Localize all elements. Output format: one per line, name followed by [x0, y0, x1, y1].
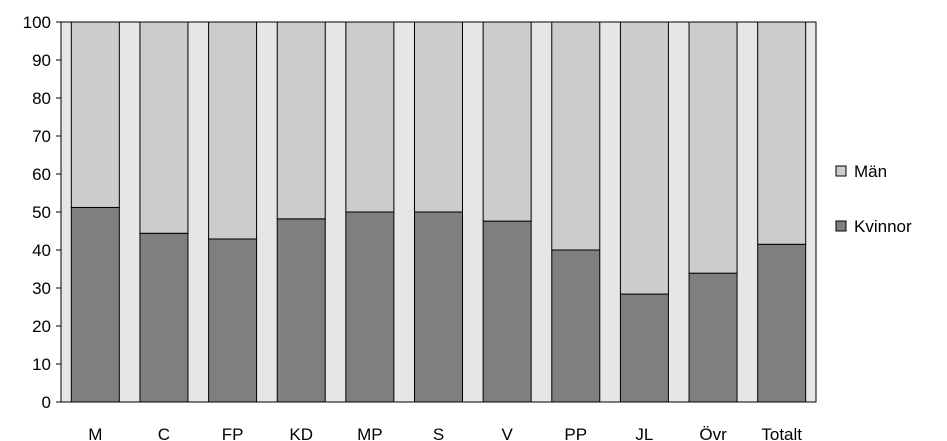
- y-tick-label: 10: [32, 355, 51, 374]
- bar-kvinnor-fp: [208, 238, 258, 403]
- legend-swatch-män: [835, 165, 847, 177]
- bar-kvinnor-jl: [619, 293, 669, 403]
- x-tick-label: S: [433, 425, 444, 441]
- legend-label-kvinnor: Kvinnor: [854, 217, 912, 236]
- x-tick-label: Totalt: [761, 425, 802, 441]
- x-tick-label: Övr: [699, 425, 727, 441]
- y-tick-label: 40: [32, 241, 51, 260]
- x-tick-label: M: [88, 425, 102, 441]
- x-tick-label: PP: [564, 425, 587, 441]
- bar-män-övr: [688, 21, 738, 274]
- legend-label-män: Män: [854, 162, 887, 181]
- y-tick-label: 30: [32, 279, 51, 298]
- bar-kvinnor-pp: [551, 249, 601, 403]
- bar-män-mp: [345, 21, 395, 213]
- y-tick-label: 60: [32, 165, 51, 184]
- bar-män-kd: [276, 21, 326, 220]
- x-tick-label: FP: [222, 425, 244, 441]
- y-tick-label: 80: [32, 89, 51, 108]
- bar-män-jl: [619, 21, 669, 295]
- y-tick-label: 50: [32, 203, 51, 222]
- x-tick-label: JL: [635, 425, 653, 441]
- bar-män-pp: [551, 21, 601, 251]
- bar-kvinnor-mp: [345, 211, 395, 403]
- bar-kvinnor-s: [414, 211, 463, 403]
- bar-kvinnor-v: [482, 220, 532, 403]
- bar-män-v: [482, 21, 532, 222]
- bar-kvinnor-totalt: [757, 243, 807, 403]
- bar-män-s: [414, 21, 463, 213]
- legend-swatch-kvinnor: [835, 220, 847, 232]
- y-tick-label: 20: [32, 317, 51, 336]
- bar-kvinnor-övr: [688, 272, 738, 403]
- bar-män-fp: [208, 21, 258, 240]
- x-tick-label: MP: [357, 425, 383, 441]
- bar-kvinnor-c: [139, 232, 189, 403]
- bar-män-c: [139, 21, 189, 234]
- bar-män-totalt: [757, 21, 807, 245]
- x-tick-label: V: [501, 425, 513, 441]
- bar-kvinnor-kd: [276, 218, 326, 403]
- y-tick-label: 70: [32, 127, 51, 146]
- bar-kvinnor-m: [70, 206, 120, 403]
- x-tick-label: KD: [289, 425, 313, 441]
- y-tick-label: 100: [23, 13, 51, 32]
- y-tick-label: 0: [42, 393, 51, 412]
- bar-män-m: [70, 21, 120, 208]
- y-tick-label: 90: [32, 51, 51, 70]
- x-tick-label: C: [158, 425, 170, 441]
